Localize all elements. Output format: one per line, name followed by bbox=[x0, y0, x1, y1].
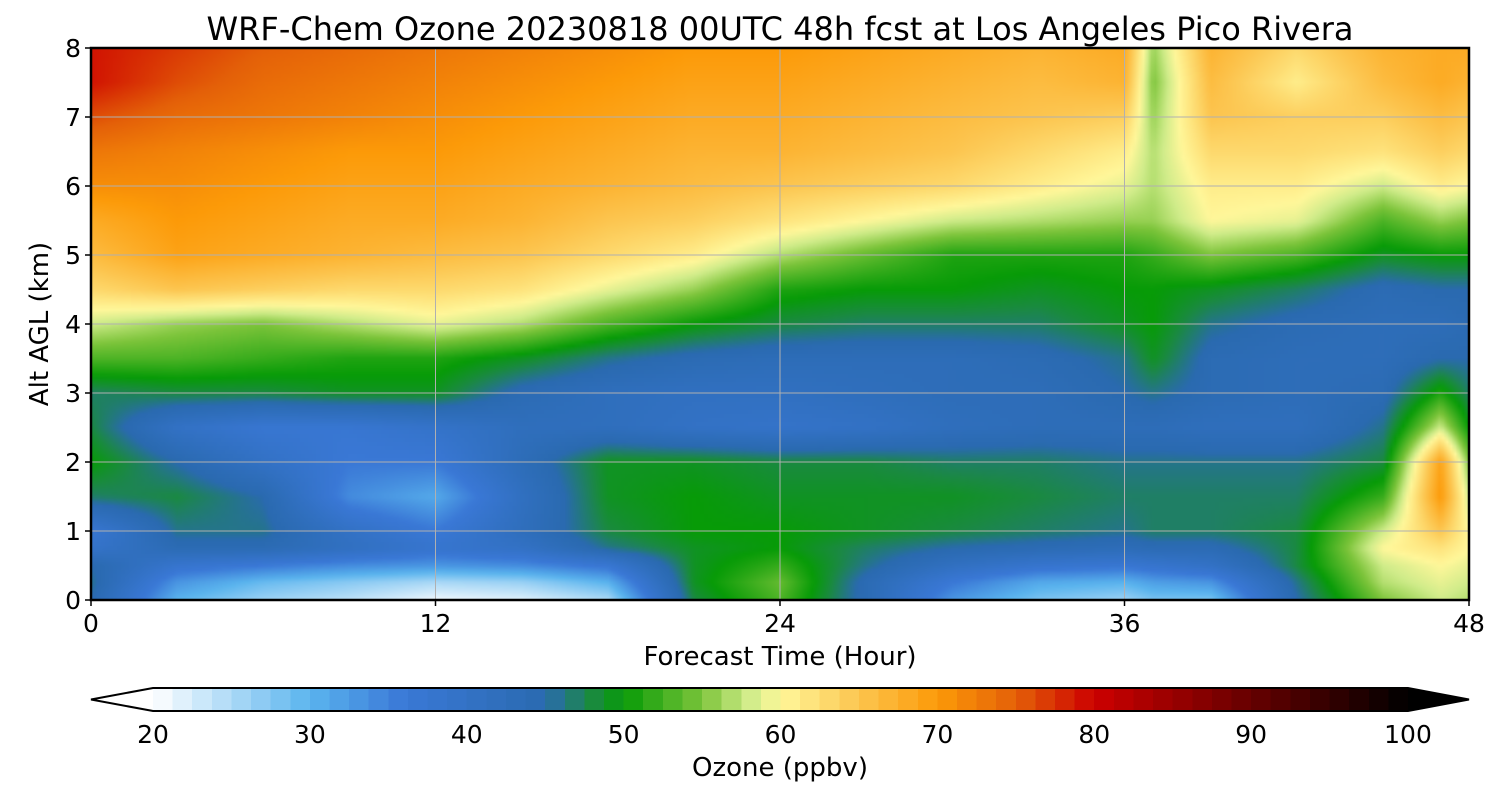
y-tick-label: 8 bbox=[65, 34, 81, 63]
y-tick-label: 2 bbox=[65, 448, 81, 477]
y-tick-label: 5 bbox=[65, 241, 81, 270]
colorbar-min-extension bbox=[91, 688, 153, 711]
y-tick-label: 4 bbox=[65, 310, 81, 339]
y-tick-label: 6 bbox=[65, 172, 81, 201]
colorbar bbox=[90, 687, 1470, 712]
y-axis-label: Alt AGL (km) bbox=[25, 242, 55, 406]
colorbar-tick-label: 90 bbox=[1235, 720, 1267, 749]
y-tick-label: 1 bbox=[65, 517, 81, 546]
colorbar-tick-label: 70 bbox=[921, 720, 953, 749]
colorbar-ticks: 20 30 40 50 60 70 80 90 100 bbox=[137, 720, 1432, 749]
colorbar-tick-label: 40 bbox=[451, 720, 483, 749]
colorbar-tick-label: 100 bbox=[1384, 720, 1432, 749]
y-tick-label: 3 bbox=[65, 379, 81, 408]
x-tick-label: 24 bbox=[764, 609, 796, 638]
colorbar-max-extension bbox=[1408, 688, 1469, 711]
colorbar-tick-label: 50 bbox=[608, 720, 640, 749]
x-tick-label: 0 bbox=[83, 609, 99, 638]
x-tick-label: 48 bbox=[1453, 609, 1485, 638]
y-axis-ticks: 0 1 2 3 4 5 6 7 8 bbox=[65, 34, 91, 615]
x-axis-label: Forecast Time (Hour) bbox=[643, 642, 916, 672]
x-tick-label: 36 bbox=[1109, 609, 1141, 638]
chart-title: WRF-Chem Ozone 20230818 00UTC 48h fcst a… bbox=[207, 10, 1354, 48]
colorbar-outline bbox=[90, 687, 1470, 712]
colorbar-tick-label: 30 bbox=[294, 720, 326, 749]
colorbar-tick-label: 80 bbox=[1078, 720, 1110, 749]
y-tick-label: 0 bbox=[65, 586, 81, 615]
x-axis-ticks: 0 12 24 36 48 bbox=[83, 600, 1485, 638]
colorbar-tick-label: 20 bbox=[137, 720, 169, 749]
colorbar-tick-label: 60 bbox=[765, 720, 797, 749]
colorbar-body bbox=[153, 688, 1408, 711]
y-tick-label: 7 bbox=[65, 103, 81, 132]
x-tick-label: 12 bbox=[420, 609, 452, 638]
colorbar-label: Ozone (ppbv) bbox=[692, 753, 868, 783]
